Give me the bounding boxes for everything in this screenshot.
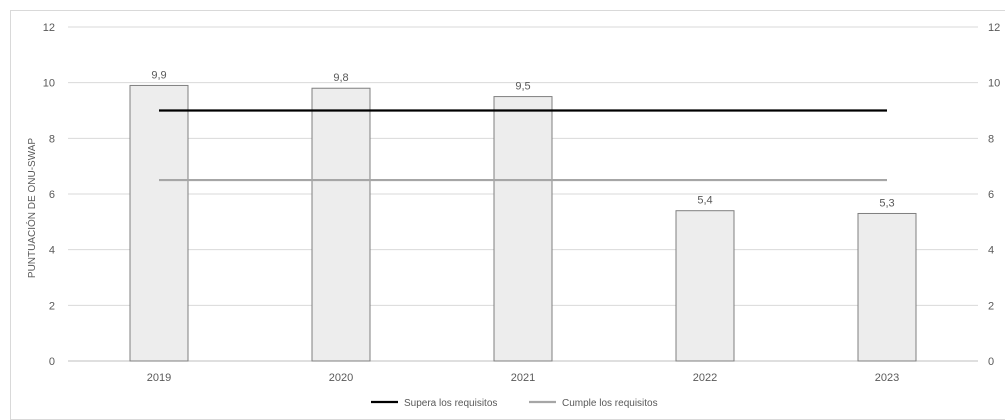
bars <box>129 84 917 362</box>
x-tick-label: 2021 <box>511 372 535 384</box>
right-y-tick-label: 2 <box>988 300 994 312</box>
data-label: 5,4 <box>697 195 712 207</box>
y-tick-label: 6 <box>49 189 55 201</box>
bar <box>675 210 735 362</box>
bar <box>493 96 553 362</box>
right-y-tick-label: 12 <box>988 22 1000 34</box>
y-tick-label: 4 <box>49 245 55 257</box>
right-y-tick-label: 4 <box>988 245 994 257</box>
data-label: 9,8 <box>333 72 348 84</box>
x-tick-label: 2019 <box>147 372 171 384</box>
x-tick-label: 2020 <box>329 372 353 384</box>
bar <box>311 87 371 362</box>
x-tick-label: 2022 <box>693 372 717 384</box>
reference-lines <box>159 109 887 182</box>
x-axis-ticks: 2019 2020 2021 2022 2023 <box>147 372 899 384</box>
legend-label: Supera los requisitos <box>404 398 497 409</box>
bar <box>857 212 917 362</box>
y-tick-label: 8 <box>49 133 55 145</box>
legend-label: Cumple los requisitos <box>562 398 658 409</box>
y-tick-label: 12 <box>43 22 55 34</box>
data-label: 5,3 <box>879 197 894 209</box>
bar <box>129 84 189 362</box>
legend: Supera los requisitos Cumple los requisit… <box>371 398 658 409</box>
data-label: 9,9 <box>151 69 166 81</box>
y-tick-label: 2 <box>49 300 55 312</box>
data-label: 9,5 <box>515 81 530 93</box>
y-tick-label: 10 <box>43 78 55 90</box>
x-tick-label: 2023 <box>875 372 899 384</box>
right-y-tick-label: 6 <box>988 189 994 201</box>
right-y-axis-ticks: 0 2 4 6 8 10 12 <box>988 22 1000 368</box>
data-labels: 9,9 9,8 9,5 5,4 5,3 <box>151 69 894 209</box>
right-y-tick-label: 8 <box>988 133 994 145</box>
right-y-tick-label: 10 <box>988 78 1000 90</box>
right-y-tick-label: 0 <box>988 356 994 368</box>
y-axis-title: PUNTUACIÓN DE ONU-SWAP <box>25 138 38 279</box>
y-tick-label: 0 <box>49 356 55 368</box>
y-axis-ticks: 0 2 4 6 8 10 12 <box>43 22 55 368</box>
